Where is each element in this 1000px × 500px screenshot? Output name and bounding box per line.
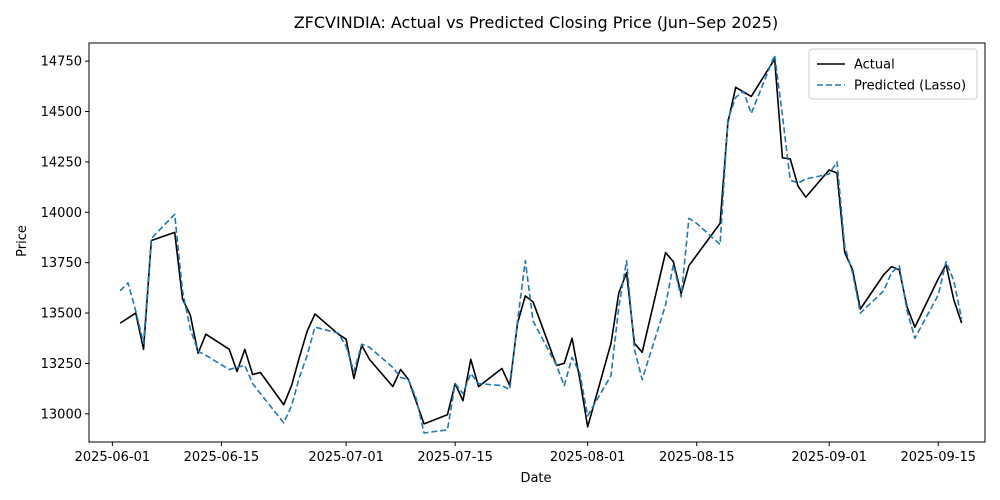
- series-line-1: [119, 54, 963, 434]
- y-tick-label: 13000: [41, 407, 82, 422]
- plot-frame: [88, 42, 986, 443]
- y-tick-label: 14250: [41, 155, 82, 170]
- x-tick-label: 2025-06-15: [184, 450, 260, 465]
- x-tick-label: 2025-09-01: [791, 450, 867, 465]
- plot-lines: [119, 54, 963, 434]
- series-line-0: [119, 58, 963, 428]
- legend-box: [808, 48, 978, 100]
- x-axis: 2025-06-01 2025-06-15 2025-07-01 2025-07-15…: [75, 442, 976, 465]
- x-tick-label: 2025-07-15: [417, 450, 493, 465]
- legend-label: Predicted (Lasso): [854, 79, 966, 94]
- x-tick-label: 2025-09-15: [900, 450, 976, 465]
- x-tick-label: 2025-08-01: [550, 450, 626, 465]
- y-tick-label: 14000: [41, 206, 82, 221]
- x-tick-label: 2025-07-01: [308, 450, 384, 465]
- x-tick-label: 2025-06-01: [75, 450, 151, 465]
- legend-label: Actual: [854, 58, 895, 73]
- y-tick-label: 13500: [41, 307, 82, 322]
- chart-title: ZFCVINDIA: Actual vs Predicted Closing P…: [294, 13, 779, 32]
- y-tick-label: 13250: [41, 357, 82, 372]
- legend: Actual Predicted (Lasso): [808, 48, 978, 100]
- y-tick-label: 13750: [41, 256, 82, 271]
- x-tick-label: 2025-08-15: [659, 450, 735, 465]
- y-tick-label: 14750: [41, 55, 82, 70]
- y-tick-label: 14500: [41, 105, 82, 120]
- x-axis-title: Date: [520, 471, 551, 486]
- y-axis-title: Price: [15, 225, 30, 257]
- y-axis: 13000 13250 13500 13750 14000 14250 14500 14750: [41, 55, 89, 422]
